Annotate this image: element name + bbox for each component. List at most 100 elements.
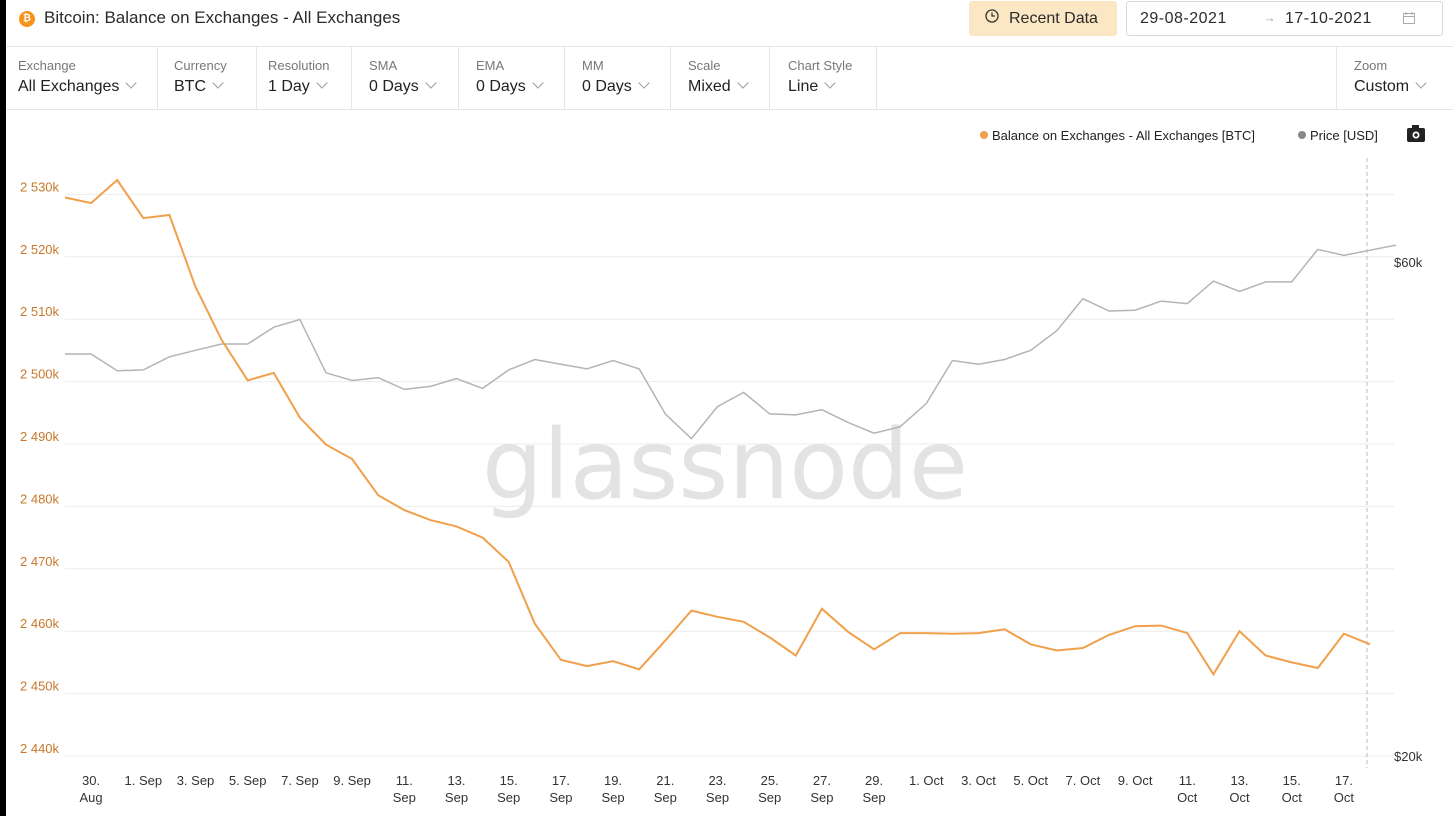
grid — [65, 193, 1394, 757]
scale-value: Mixed — [688, 78, 731, 95]
chart-style-label: Chart Style — [788, 58, 853, 73]
clock-icon — [985, 9, 999, 23]
date-to[interactable]: 17-10-2021 — [1285, 10, 1372, 27]
x-tick-label: 17. — [1335, 773, 1353, 788]
x-tick-label: 25. — [761, 773, 779, 788]
sma-select[interactable]: SMA 0 Days — [357, 47, 459, 109]
x-tick-label: 30. — [82, 773, 100, 788]
x-tick-label: Sep — [602, 790, 625, 805]
x-tick-label: 15. — [1283, 773, 1301, 788]
exchange-label: Exchange — [18, 58, 76, 73]
x-tick-label: 11. — [396, 773, 413, 788]
y-tick-label: 2 460k — [20, 616, 60, 631]
x-tick-label: 27. — [813, 773, 831, 788]
x-tick-label: Oct — [1229, 790, 1250, 805]
currency-select[interactable]: Currency BTC — [162, 47, 257, 109]
currency-value: BTC — [174, 78, 206, 95]
camera-icon[interactable] — [1407, 125, 1425, 142]
y-tick-label: 2 510k — [20, 304, 60, 319]
legend: Balance on Exchanges - All Exchanges [BT… — [980, 128, 1378, 143]
x-tick-label: 5. Sep — [229, 773, 267, 788]
x-tick-label: Sep — [549, 790, 572, 805]
mm-select[interactable]: MM 0 Days — [570, 47, 671, 109]
x-tick-label: 21. — [656, 773, 674, 788]
x-tick-label: 7. Sep — [281, 773, 319, 788]
x-tick-label: Sep — [863, 790, 886, 805]
x-tick-label: 15. — [500, 773, 518, 788]
calendar-icon[interactable] — [1403, 12, 1415, 24]
legend-label-balance: Balance on Exchanges - All Exchanges [BT… — [992, 128, 1255, 143]
x-tick-label: Sep — [445, 790, 468, 805]
date-range-picker[interactable]: 29-08-2021 → 17-10-2021 — [1126, 1, 1443, 36]
resolution-value: 1 Day — [268, 78, 310, 95]
legend-marker-balance — [980, 131, 988, 139]
x-axis: 30. Aug 1. Sep 3. Sep 5. Sep 7. Sep 9. Sep 11. S… — [80, 773, 1355, 805]
chevron-down-icon — [532, 77, 544, 89]
mm-label: MM — [582, 58, 604, 73]
exchange-select[interactable]: Exchange All Exchanges — [6, 47, 158, 109]
sma-value: 0 Days — [369, 78, 419, 95]
ema-value: 0 Days — [476, 78, 526, 95]
chart-style-value: Line — [788, 78, 819, 95]
y-tick-label: 2 440k — [20, 741, 60, 756]
ema-select[interactable]: EMA 0 Days — [464, 47, 565, 109]
y-tick-label: 2 530k — [20, 179, 60, 194]
y-axis-right: $20k $60k — [1394, 255, 1423, 764]
chevron-down-icon — [425, 77, 437, 89]
x-tick-label: Oct — [1282, 790, 1303, 805]
bitcoin-icon: ₿ — [19, 11, 35, 27]
x-tick-label: 9. Sep — [333, 773, 371, 788]
y-tick-label: 2 480k — [20, 491, 60, 506]
watermark: glassnode — [482, 409, 968, 521]
series-line-price[interactable] — [65, 244, 1397, 440]
resolution-select[interactable]: Resolution 1 Day — [256, 47, 352, 109]
page-title: Bitcoin: Balance on Exchanges - All Exch… — [44, 8, 401, 27]
x-tick-label: 9. Oct — [1118, 773, 1153, 788]
chart-page: ₿ Bitcoin: Balance on Exchanges - All Ex… — [6, 0, 1453, 816]
y-tick-label: 2 450k — [20, 679, 60, 694]
x-tick-label: 29. — [865, 773, 883, 788]
x-tick-label: 3. Sep — [177, 773, 215, 788]
currency-label: Currency — [174, 58, 227, 73]
x-tick-label: Aug — [80, 790, 103, 805]
header: ₿ Bitcoin: Balance on Exchanges - All Ex… — [6, 0, 1453, 46]
x-tick-label: Sep — [497, 790, 520, 805]
x-tick-label: 13. — [447, 773, 465, 788]
zoom-select[interactable]: Zoom Custom — [1336, 47, 1453, 109]
chevron-down-icon — [125, 77, 138, 89]
x-tick-label: 1. Sep — [125, 773, 163, 788]
y-axis-left: 2 440k 2 450k 2 460k 2 470k 2 480k 2 490k 2 50… — [20, 179, 60, 756]
y-right-tick-label: $60k — [1394, 255, 1423, 270]
zoom-value: Custom — [1354, 78, 1410, 95]
y-tick-label: 2 500k — [20, 367, 60, 382]
y-tick-label: 2 490k — [20, 429, 60, 444]
y-tick-label: 2 520k — [20, 242, 60, 257]
x-tick-label: 1. Oct — [909, 773, 944, 788]
x-tick-label: 17. — [552, 773, 570, 788]
legend-item-balance[interactable]: Balance on Exchanges - All Exchanges [BT… — [980, 128, 1255, 143]
chevron-down-icon — [638, 77, 650, 89]
resolution-label: Resolution — [268, 58, 330, 73]
y-tick-label: 2 470k — [20, 554, 60, 569]
x-tick-label: 19. — [604, 773, 622, 788]
legend-marker-price — [1298, 131, 1306, 139]
chevron-down-icon — [316, 77, 328, 89]
recent-data-button[interactable]: Recent Data — [969, 1, 1117, 36]
scale-select[interactable]: Scale Mixed — [676, 47, 770, 109]
arrow-right-icon: → — [1263, 10, 1276, 25]
chart-style-select[interactable]: Chart Style Line — [776, 47, 877, 109]
legend-label-price: Price [USD] — [1310, 128, 1378, 143]
x-tick-label: Oct — [1334, 790, 1355, 805]
chart[interactable]: glassnode 2 440k 2 450k 2 460k 2 470k 2 480k… — [6, 108, 1453, 816]
x-tick-label: Sep — [706, 790, 729, 805]
scale-label: Scale — [688, 58, 721, 73]
chevron-down-icon — [737, 77, 749, 89]
legend-item-price[interactable]: Price [USD] — [1298, 128, 1378, 143]
y-right-tick-label: $20k — [1394, 749, 1423, 764]
x-tick-label: Sep — [654, 790, 677, 805]
series-line-balance[interactable] — [64, 178, 1371, 677]
x-tick-label: 7. Oct — [1066, 773, 1101, 788]
chevron-down-icon — [1415, 77, 1427, 89]
recent-data-label: Recent Data — [1009, 10, 1098, 27]
date-from[interactable]: 29-08-2021 — [1140, 10, 1227, 27]
